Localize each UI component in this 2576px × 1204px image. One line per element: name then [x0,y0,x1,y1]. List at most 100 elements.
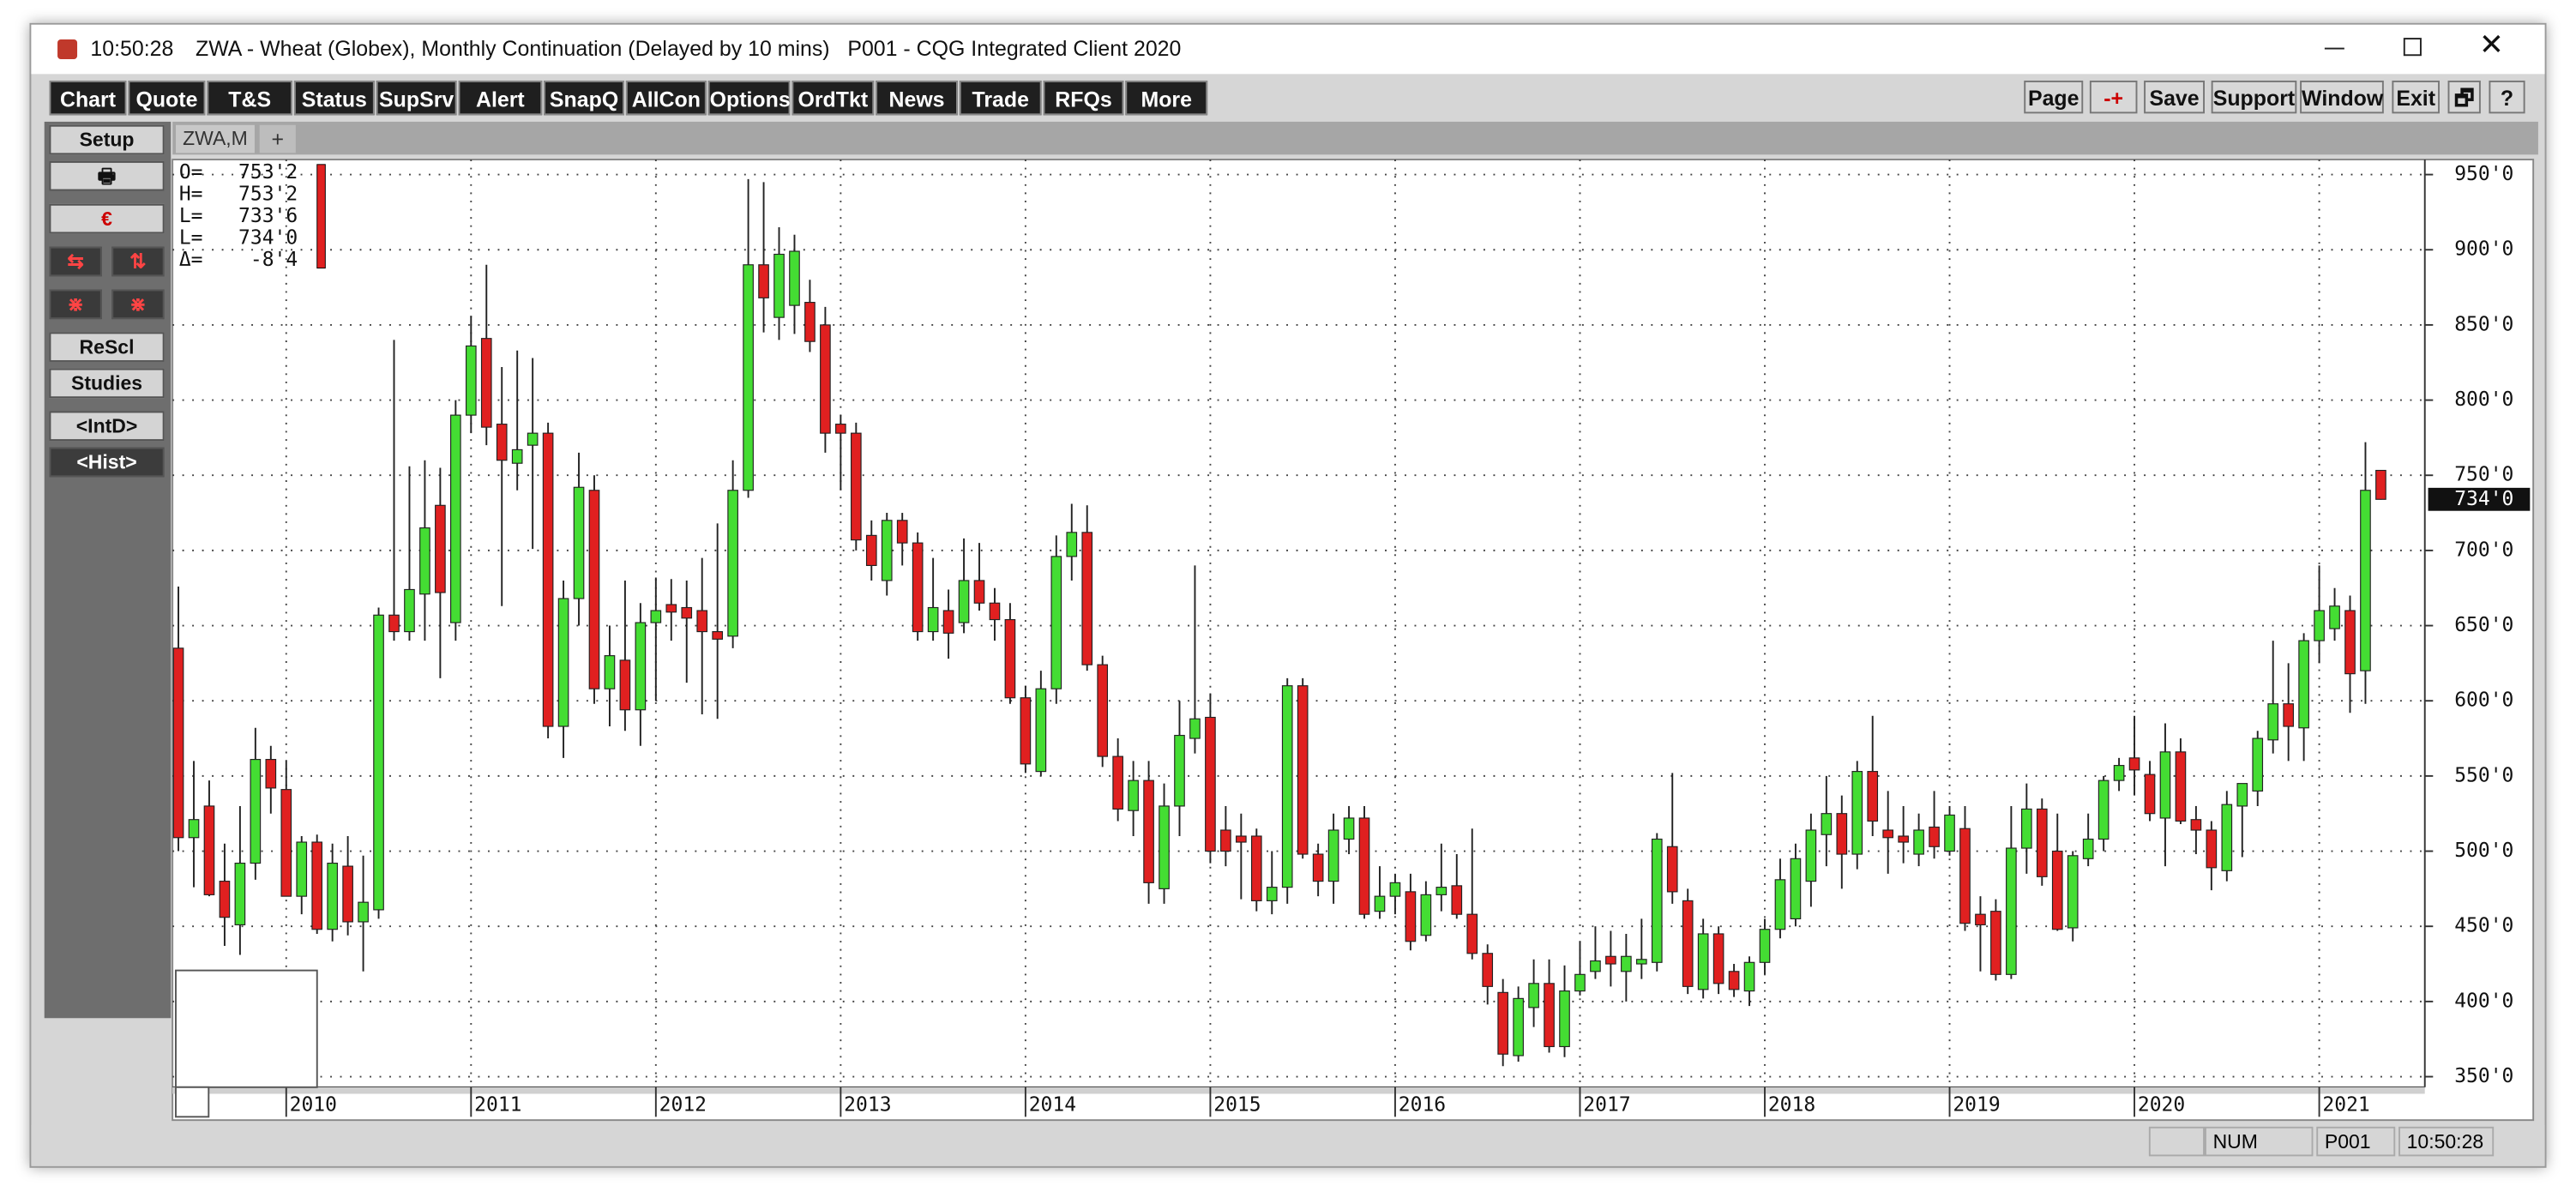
candle-body [1913,829,1924,855]
candle-body [2113,765,2125,781]
candle-body [2051,850,2063,930]
zoom-out-button[interactable]: ⋇ [111,289,165,320]
toolbar-button[interactable]: Save [2144,80,2206,114]
toolbar-button[interactable]: AllCon [625,80,707,116]
candle-body [1544,983,1555,1048]
candle-body [1929,826,1940,847]
candle-body [2144,774,2156,815]
candle-body [1867,771,1879,822]
candle-body [419,527,430,595]
candle-body [1605,955,1616,965]
candle-body [480,338,492,428]
swap-button[interactable]: ⇆ [49,246,102,277]
candle-body [635,622,647,711]
candle-body [1066,532,1078,557]
x-tick-label: 2019 [1953,1093,2000,1116]
candle-body [296,841,308,897]
status-cell [2148,1126,2206,1157]
x-tick-label: 2017 [1583,1093,1630,1116]
candle-body [958,580,970,623]
candle-body [234,862,246,926]
toolbar-button[interactable]: Exit [2392,80,2440,114]
toolbar-button[interactable]: Options [707,80,791,116]
restore-button[interactable]: 🗗 [2447,80,2481,114]
toolbar-button[interactable]: -+ [2089,80,2138,114]
candle-body [2036,808,2048,877]
candle-body [1020,697,1032,765]
candle-body [1327,829,1339,882]
candle-body [1944,814,1955,852]
toolbar-button[interactable]: Trade [959,80,1042,116]
rescale-button[interactable]: ReScl [49,332,165,362]
chart-tab[interactable]: ZWA,M [175,124,255,154]
candle-body [727,490,738,637]
toolbar-button[interactable]: OrdTkt [791,80,875,116]
candle-body [650,610,662,623]
studies-button[interactable]: Studies [49,368,165,399]
x-tick-label: 2020 [2138,1093,2185,1116]
corner-box [175,1086,210,1118]
close-button[interactable]: ✕ [2478,27,2504,61]
candle-body [1697,933,1709,990]
toolbar-button[interactable]: Support [2211,80,2297,114]
toolbar-button[interactable]: Alert [458,80,543,116]
y-tick-label: 650'0 [2454,614,2513,636]
candle-body [1405,891,1417,942]
candle-body [1236,835,1247,843]
candle-body [1097,664,1109,757]
chart-background [172,159,2535,1122]
toolbar-button[interactable]: Chart [49,80,127,116]
candle-body [542,432,554,727]
currency-button[interactable]: € [49,203,165,234]
toolbar-button[interactable]: Page [2024,80,2084,114]
zoom-in-button[interactable]: ⋇ [49,289,102,320]
print-button[interactable]: 🖶 [49,160,165,191]
last-price-box [2428,487,2531,511]
candle-body [1975,913,1986,926]
toolbar-button[interactable]: News [876,80,958,116]
toolbar-button[interactable]: Quote [128,80,206,116]
candle-body [2360,490,2371,671]
candle-body [1528,983,1539,1008]
maximize-button[interactable] [2403,38,2422,57]
candle-body [2098,780,2110,840]
y-tick-label: 850'0 [2454,313,2513,335]
candle-body [2298,640,2309,729]
candle-body [1220,829,1231,852]
candle-body [2283,703,2294,727]
candle-body [450,414,461,623]
info-line: Δ= -8'4 [179,249,298,271]
last-price-label: 734'0 [2454,488,2513,510]
help-button[interactable]: ? [2489,80,2525,114]
toolbar-button[interactable]: RFQs [1043,80,1124,116]
add-tab[interactable]: + [259,124,296,154]
candle-body [1081,532,1093,665]
clock: 10:50:28 [90,36,174,61]
toolbar-button[interactable]: Status [293,80,375,116]
status-bar [31,1124,2545,1165]
candle-body [2344,610,2356,675]
intraday-button[interactable]: <IntD> [49,411,165,442]
candle-body [1143,780,1154,883]
candles [172,178,2386,1067]
candle-body [1682,900,1694,987]
candle-body [789,250,800,306]
candle-body [1651,838,1663,963]
flip-button[interactable]: ⇅ [111,246,165,277]
setup-button[interactable]: Setup [49,124,165,155]
candle-body [2329,605,2340,629]
candle-body [2159,751,2171,819]
candle-body [265,759,277,789]
toolbar-button[interactable]: Window [2300,80,2384,114]
candle-body [1035,688,1047,773]
app-icon [57,39,78,60]
toolbar-button[interactable]: T&S [207,80,293,116]
toolbar-button[interactable]: More [1125,80,1208,116]
toolbar-button[interactable]: SupSrv [376,80,457,116]
minimize-button[interactable] [2324,47,2344,50]
toolbar-button[interactable]: SnapQ [544,80,625,116]
candle-body [1004,618,1016,699]
candle-body [1728,971,1740,990]
history-button[interactable]: <Hist> [49,447,165,478]
